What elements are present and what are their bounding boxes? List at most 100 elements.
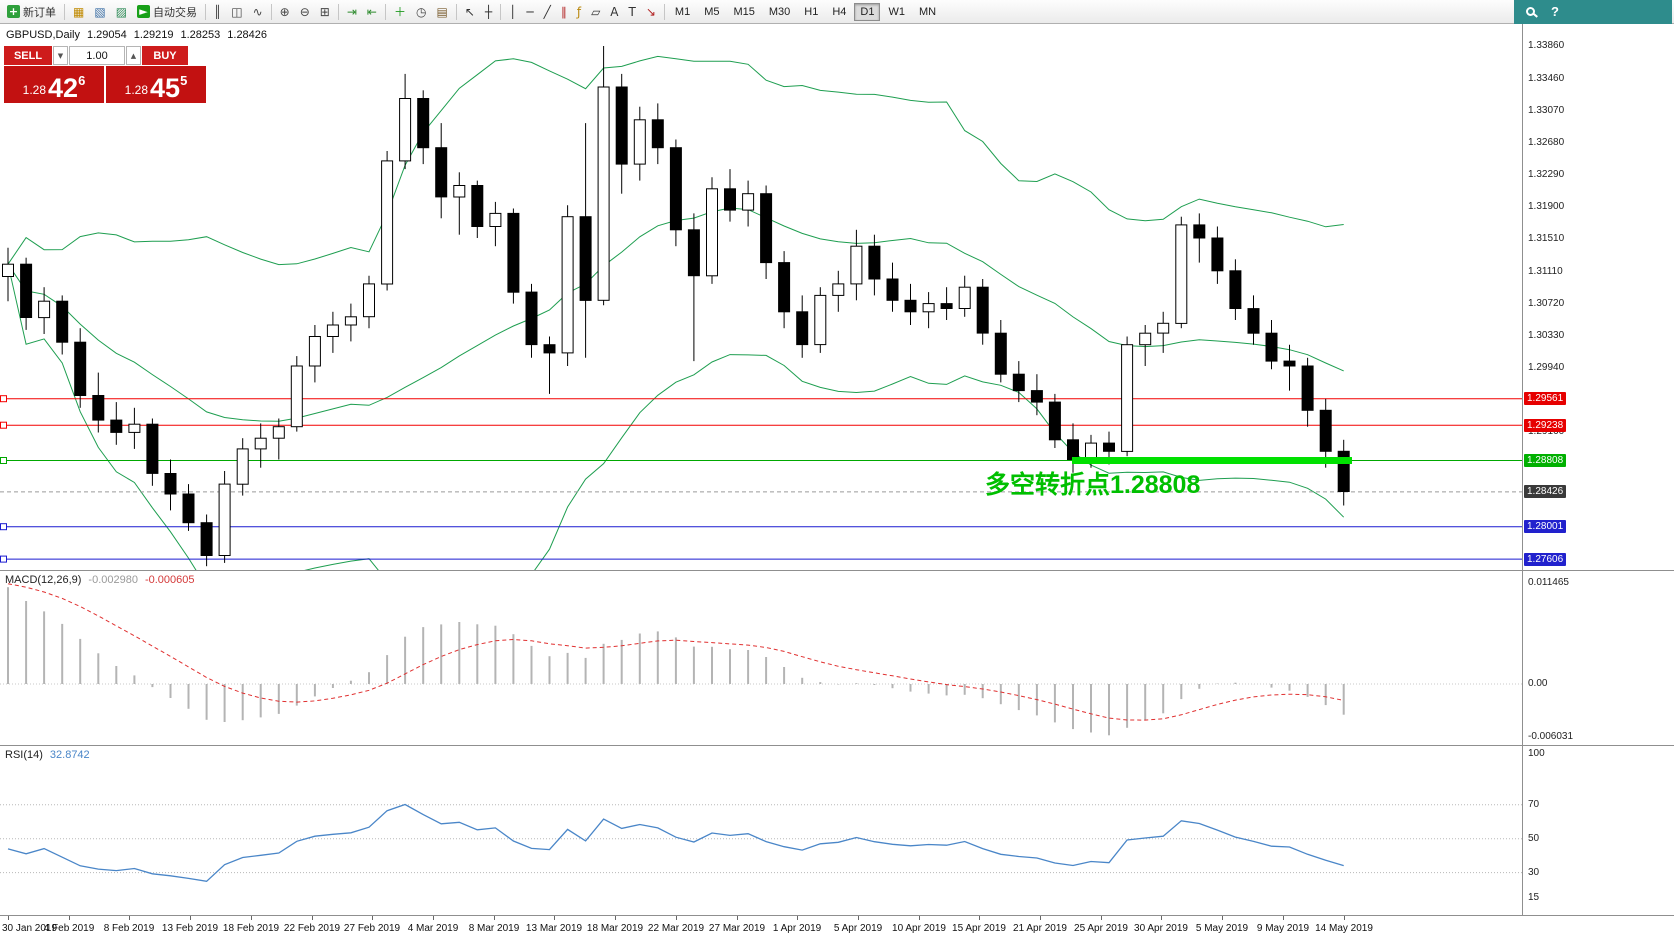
candlestick-chart-icon[interactable]: ◫ — [231, 4, 243, 19]
price-tag[interactable]: 1.28808 — [1524, 454, 1567, 467]
macd-chart — [0, 583, 1522, 736]
macd-axis: 0.011465 0.00 -0.006031 — [1522, 571, 1674, 745]
date-label: 9 May 2019 — [1256, 923, 1310, 934]
sell-price-button[interactable]: 1.28 42 6 — [4, 66, 104, 103]
timeframe-m1-button[interactable]: M1 — [674, 5, 691, 18]
fibonacci-icon[interactable]: ƒ — [576, 4, 582, 19]
price-tag[interactable]: 1.29561 — [1524, 392, 1567, 405]
buy-price-pip: 5 — [180, 73, 188, 88]
macd-label: MACD(12,26,9) -0.002980 -0.000605 — [5, 574, 195, 586]
macd-axis-value: 0.00 — [1528, 678, 1548, 689]
time-tick — [1344, 916, 1345, 920]
date-label: 21 Apr 2019 — [1013, 923, 1067, 934]
price-chart — [0, 46, 1522, 570]
shapes-icon[interactable]: ▱ — [591, 4, 601, 19]
macd-value: -0.002980 — [88, 574, 138, 586]
vertical-line-icon[interactable]: │ — [509, 4, 517, 19]
date-label: 8 Mar 2019 — [468, 923, 520, 934]
macd-signal-line — [7, 583, 1344, 721]
line-anchor[interactable] — [0, 555, 7, 563]
templates-icon[interactable]: ▤ — [436, 4, 448, 19]
time-axis[interactable]: 30 Jan 2019 4 Feb 2019 8 Feb 2019 13 Feb 20… — [0, 915, 1674, 951]
sell-price-prefix: 1.28 — [22, 83, 47, 97]
line-chart-icon[interactable]: ∿ — [252, 4, 263, 19]
line-anchor[interactable] — [0, 421, 7, 429]
timeframe-h1-button[interactable]: H1 — [804, 5, 819, 18]
macd-histogram — [7, 587, 1345, 736]
line-anchor[interactable] — [0, 395, 7, 403]
text-label-icon[interactable]: T — [628, 4, 636, 19]
price-tick: 1.30330 — [1528, 330, 1565, 341]
rsi-axis-value: 100 — [1528, 748, 1545, 759]
bollinger-lower-line — [7, 264, 1345, 570]
timeframe-w1-button[interactable]: W1 — [888, 5, 905, 18]
timeframe-m15-button[interactable]: M15 — [733, 5, 755, 18]
volume-down-button[interactable]: ▼ — [53, 46, 68, 65]
autotrading-icon: ► — [137, 5, 151, 18]
support-highlight-segment[interactable] — [1072, 457, 1352, 464]
text-icon[interactable]: A — [610, 4, 619, 19]
help-icon[interactable]: ? — [1551, 4, 1559, 19]
zoom-in-icon[interactable]: ⊕ — [279, 4, 290, 19]
line-anchor[interactable] — [0, 457, 7, 464]
date-label: 10 Apr 2019 — [892, 923, 946, 934]
periods-icon[interactable]: ◷ — [416, 4, 427, 19]
date-label: 18 Feb 2019 — [222, 923, 280, 934]
toolbar: + 新订单 ▦ ▧ ▨ ► 自动交易 ║ ◫ ∿ ⊕ ⊖ ⊞ ⇥ ⇤ ＋ ◷ ▤ ↖ ┼ │ ─ ╱ ∥ ƒ ▱ A T ↘ M1 M5 M1… — [0, 0, 1674, 24]
date-label: 13 Mar 2019 — [525, 923, 583, 934]
indicators-icon[interactable]: ＋ — [393, 4, 406, 19]
sell-price-pip: 6 — [78, 73, 86, 88]
toolbar-separator — [205, 3, 207, 20]
date-label: 27 Mar 2019 — [708, 923, 766, 934]
rsi-axis-value: 15 — [1528, 892, 1540, 903]
volume-input[interactable]: 1.00 — [69, 46, 125, 65]
horizontal-line-icon[interactable]: ─ — [526, 4, 534, 19]
equidistant-channel-icon[interactable]: ∥ — [560, 4, 567, 19]
trendline-icon[interactable]: ╱ — [543, 4, 551, 19]
timeframe-m30-button[interactable]: M30 — [768, 5, 791, 18]
new-order-button[interactable]: + 新订单 — [7, 5, 56, 19]
bar-chart-icon[interactable]: ║ — [214, 4, 222, 19]
zoom-out-icon[interactable]: ⊖ — [299, 4, 310, 19]
timeframe-h4-button[interactable]: H4 — [832, 5, 847, 18]
arrows-icon[interactable]: ↘ — [645, 4, 656, 19]
time-tick — [190, 916, 191, 920]
price-axis[interactable]: 1.33860 1.33460 1.33070 1.32680 1.32290 1.319… — [1522, 24, 1674, 570]
tile-windows-icon[interactable]: ⊞ — [319, 4, 330, 19]
search-icon[interactable] — [1526, 7, 1535, 16]
sell-button[interactable]: SELL — [4, 46, 52, 65]
chart-shift-icon[interactable]: ⇤ — [366, 4, 377, 19]
timeframe-d1-button[interactable]: D1 — [854, 2, 881, 21]
price-tag[interactable]: 1.27606 — [1524, 553, 1567, 566]
date-label: 30 Jan 2019 — [2, 923, 58, 934]
toolbar-separator — [500, 3, 502, 20]
crosshair-icon[interactable]: ┼ — [484, 4, 493, 19]
timeframe-mn-button[interactable]: MN — [918, 5, 937, 18]
time-tick — [1222, 916, 1223, 920]
buy-button[interactable]: BUY — [142, 46, 188, 65]
cursor-icon[interactable]: ↖ — [464, 4, 475, 19]
price-tick: 1.29940 — [1528, 362, 1565, 373]
timeframe-m5-button[interactable]: M5 — [704, 5, 720, 18]
rsi-axis-value: 70 — [1528, 799, 1540, 810]
toolbar-separator — [337, 3, 339, 20]
profiles-icon[interactable]: ▧ — [94, 4, 106, 19]
auto-scroll-icon[interactable]: ⇥ — [346, 4, 357, 19]
toolbar-search[interactable]: ? — [1514, 0, 1672, 24]
volume-up-button[interactable]: ▲ — [126, 46, 141, 65]
price-tick: 1.32290 — [1528, 169, 1565, 180]
new-order-icon: + — [7, 5, 20, 18]
price-tag[interactable]: 1.28001 — [1524, 520, 1567, 533]
line-anchor[interactable] — [0, 523, 7, 531]
data-window-icon[interactable]: ▨ — [115, 4, 128, 19]
symbol-label: GBPUSD,Daily — [6, 29, 80, 41]
buy-price-button[interactable]: 1.28 45 5 — [106, 66, 206, 103]
rsi-value: 32.8742 — [49, 749, 90, 761]
new-chart-icon[interactable]: ▦ — [73, 4, 85, 19]
price-tag[interactable]: 1.29238 — [1524, 419, 1567, 432]
time-tick — [494, 916, 495, 920]
price-tick: 1.32680 — [1528, 137, 1565, 148]
autotrading-button[interactable]: ► 自动交易 — [132, 2, 202, 22]
ohlc-close: 1.28426 — [227, 29, 268, 41]
ohlc-low: 1.28253 — [180, 29, 221, 41]
